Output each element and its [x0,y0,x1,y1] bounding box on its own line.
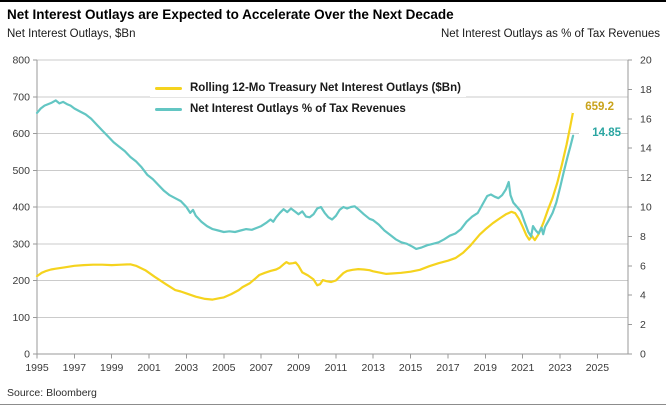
left-axis-title: Net Interest Outlays, $Bn [7,28,136,40]
x-axis-tick-label: 1999 [100,362,124,374]
left-axis-tick-label: 800 [12,55,30,67]
left-axis-tick-label: 300 [12,238,30,250]
x-axis-tick-label: 2013 [362,362,386,374]
right-axis-tick-label: 2 [640,319,646,331]
source-credit: Source: Bloomberg [7,387,97,399]
x-axis-tick-label: 2003 [175,362,199,374]
right-axis-tick-label: 14 [640,143,652,155]
pct-series-line [35,99,575,250]
right-axis-tick-label: 20 [640,55,652,67]
x-axis-tick-label: 2017 [436,362,460,374]
right-axis-tick-label: 10 [640,202,652,214]
x-axis-tick-label: 2009 [287,362,311,374]
right-axis-tick-label: 18 [640,84,652,96]
x-axis-tick-label: 1995 [25,362,49,374]
x-axis-tick-label: 2025 [586,362,610,374]
x-axis-tick-label: 2011 [325,362,348,374]
x-axis-tick-label: 2001 [137,362,161,374]
left-axis-tick-label: 0 [24,349,30,361]
right-axis-tick-label: 4 [640,290,646,302]
left-axis-tick-label: 400 [12,202,30,214]
left-axis-tick-label: 100 [12,312,30,324]
left-axis-tick-label: 700 [12,91,30,103]
x-axis-tick-label: 2021 [511,362,535,374]
outlays-last-value-label: 659.2 [572,101,614,113]
right-axis-tick-label: 16 [640,113,652,125]
right-axis-tick-label: 8 [640,231,646,243]
left-axis-tick-label: 600 [12,128,30,140]
legend-label-pct: Net Interest Outlays % of Tax Revenues [190,103,406,115]
x-axis-tick-label: 2019 [474,362,498,374]
pct-last-value-label: 14.85 [579,127,621,139]
axis-title-row: Net Interest Outlays, $Bn Net Interest O… [7,28,660,40]
x-axis-tick-label: 2015 [399,362,423,374]
right-axis-tick-label: 0 [640,349,646,361]
chart-title: Net Interest Outlays are Expected to Acc… [7,7,454,22]
legend-label-outlays: Rolling 12-Mo Treasury Net Interest Outl… [190,82,461,94]
outlays-series-line [35,110,575,301]
x-axis-tick-label: 1997 [63,362,87,374]
x-axis-tick-label: 2005 [212,362,236,374]
legend-item-pct: Net Interest Outlays % of Tax Revenues [150,100,466,118]
x-axis-tick-label: 2007 [249,362,273,374]
x-axis-tick-label: 2023 [548,362,572,374]
left-axis-tick-label: 200 [12,275,30,287]
legend-item-outlays: Rolling 12-Mo Treasury Net Interest Outl… [150,79,466,97]
outlays-line-swatch-icon [155,86,182,90]
bottom-divider [0,404,666,405]
legend: Rolling 12-Mo Treasury Net Interest Outl… [150,79,466,118]
pct-line-swatch-icon [155,107,182,111]
left-axis-tick-label: 500 [12,165,30,177]
right-axis-tick-label: 6 [640,260,646,272]
right-axis-tick-label: 12 [640,172,652,184]
right-axis-title: Net Interest Outlays as % of Tax Revenue… [440,28,660,40]
